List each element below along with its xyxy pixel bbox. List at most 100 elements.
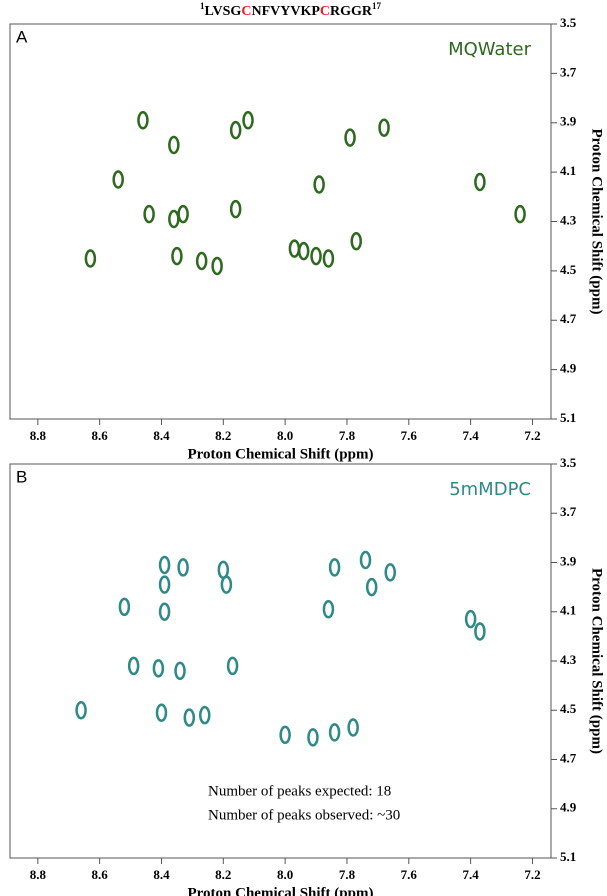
y-tick-label: 4.1	[560, 163, 576, 178]
y-tick-label: 5.1	[560, 410, 576, 425]
title-part: RGGR	[330, 4, 373, 19]
peak	[313, 175, 325, 194]
peak	[322, 249, 335, 268]
peak	[177, 204, 189, 224]
peak	[229, 199, 242, 219]
y-tick-label: 4.3	[560, 652, 577, 667]
x-tick-label: 8.0	[277, 428, 293, 443]
title-part: C	[241, 4, 251, 19]
x-tick-label: 8.8	[30, 428, 47, 443]
x-tick-label: 7.2	[524, 428, 540, 443]
peak	[127, 656, 140, 676]
y-tick-label: 3.5	[560, 15, 577, 30]
peak	[171, 246, 183, 266]
peak	[137, 111, 149, 130]
peak	[310, 246, 322, 266]
x-tick-label: 8.0	[277, 867, 293, 882]
x-tick-label: 8.2	[215, 867, 231, 882]
title-part: 17	[372, 1, 382, 11]
annotation: Number of peaks observed: ~30	[208, 807, 400, 823]
peak	[384, 563, 396, 582]
peak	[307, 728, 319, 747]
peak	[378, 118, 390, 137]
peak	[226, 656, 239, 676]
y-axis-title: Proton Chemical Shift (ppm)	[589, 568, 605, 754]
y-tick-label: 3.9	[560, 114, 577, 129]
x-tick-label: 8.2	[215, 428, 231, 443]
legend-entry: 5mMDPC	[449, 479, 531, 500]
x-tick-label: 7.4	[462, 867, 479, 882]
peak	[474, 622, 486, 641]
y-tick-label: 4.9	[560, 361, 577, 376]
peak	[177, 558, 189, 577]
peak	[168, 135, 180, 155]
peak	[112, 170, 124, 189]
y-tick-label: 5.1	[560, 849, 576, 864]
peak	[84, 249, 97, 268]
x-tick-label: 7.6	[401, 428, 418, 443]
x-tick-label: 7.4	[462, 428, 479, 443]
peak	[158, 555, 171, 575]
x-tick-label: 8.4	[153, 428, 170, 443]
peak	[297, 241, 310, 261]
x-tick-label: 8.6	[92, 428, 109, 443]
peak	[174, 661, 186, 681]
peak	[183, 708, 196, 727]
peak	[344, 128, 356, 147]
y-tick-label: 4.3	[560, 212, 577, 227]
peak	[211, 256, 223, 276]
y-tick-label: 3.7	[560, 504, 577, 519]
plot-frame	[9, 23, 552, 420]
peak	[220, 575, 233, 594]
x-axis-title: Proton Chemical Shift (ppm)	[188, 446, 374, 462]
x-axis-title: Proton Chemical Shift (ppm)	[188, 885, 374, 896]
x-tick-label: 7.8	[339, 867, 356, 882]
y-axis-title: Proton Chemical Shift (ppm)	[589, 129, 605, 315]
x-tick-label: 8.6	[92, 867, 109, 882]
peak	[328, 723, 341, 742]
peak	[464, 609, 477, 629]
peak	[242, 111, 254, 130]
x-tick-label: 7.2	[524, 867, 540, 882]
peak	[75, 701, 87, 720]
legend-entry: MQWater	[448, 39, 532, 60]
x-tick-label: 7.8	[339, 428, 356, 443]
panel-label: A	[16, 27, 28, 46]
peak	[118, 597, 131, 617]
y-tick-label: 4.7	[560, 750, 577, 765]
y-tick-label: 4.5	[560, 701, 577, 716]
y-tick-label: 4.7	[560, 311, 577, 326]
y-tick-label: 4.1	[560, 603, 576, 618]
title: 1LVSGCNFVYVKPCRGGR17	[200, 1, 382, 19]
peak	[365, 577, 378, 597]
peak	[514, 204, 526, 224]
peak	[143, 204, 155, 224]
peak	[168, 209, 180, 229]
title-part: C	[320, 4, 330, 19]
y-tick-label: 3.9	[560, 553, 577, 568]
peak	[328, 558, 341, 577]
peak	[279, 725, 291, 745]
peak	[350, 232, 362, 251]
y-tick-label: 3.5	[560, 455, 577, 470]
x-tick-label: 7.6	[401, 867, 418, 882]
peak	[152, 659, 165, 678]
title-part: NFVYVKP	[251, 4, 320, 19]
panel-label: B	[16, 467, 27, 486]
y-tick-label: 3.7	[560, 64, 577, 79]
y-tick-label: 4.5	[560, 262, 577, 277]
y-tick-label: 4.9	[560, 800, 577, 815]
peak	[195, 251, 208, 271]
annotation: Number of peaks expected: 18	[208, 783, 391, 799]
x-tick-label: 8.4	[153, 867, 170, 882]
peak	[474, 172, 486, 192]
peak	[155, 703, 168, 722]
peak	[199, 705, 211, 725]
peak	[229, 120, 242, 140]
peak	[288, 239, 301, 258]
peak	[322, 600, 335, 619]
title-part: 1	[200, 1, 205, 11]
peak	[158, 602, 171, 621]
title-part: LVSG	[204, 4, 241, 19]
